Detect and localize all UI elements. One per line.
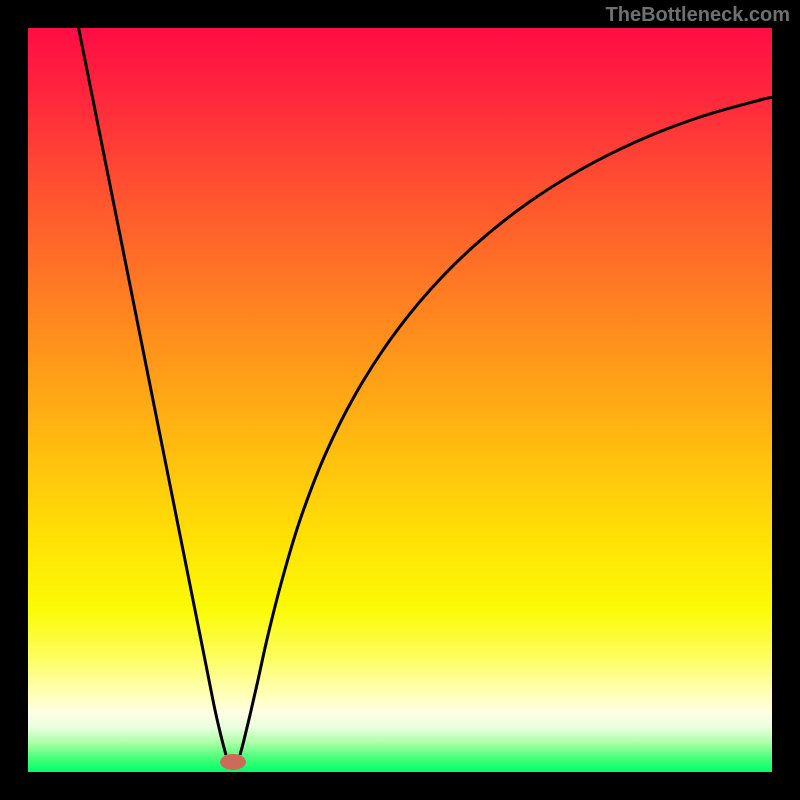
bottleneck-chart	[0, 0, 800, 800]
minimum-marker	[220, 754, 246, 770]
chart-container: TheBottleneck.com	[0, 0, 800, 800]
chart-background	[28, 28, 772, 772]
watermark-text: TheBottleneck.com	[606, 4, 790, 27]
